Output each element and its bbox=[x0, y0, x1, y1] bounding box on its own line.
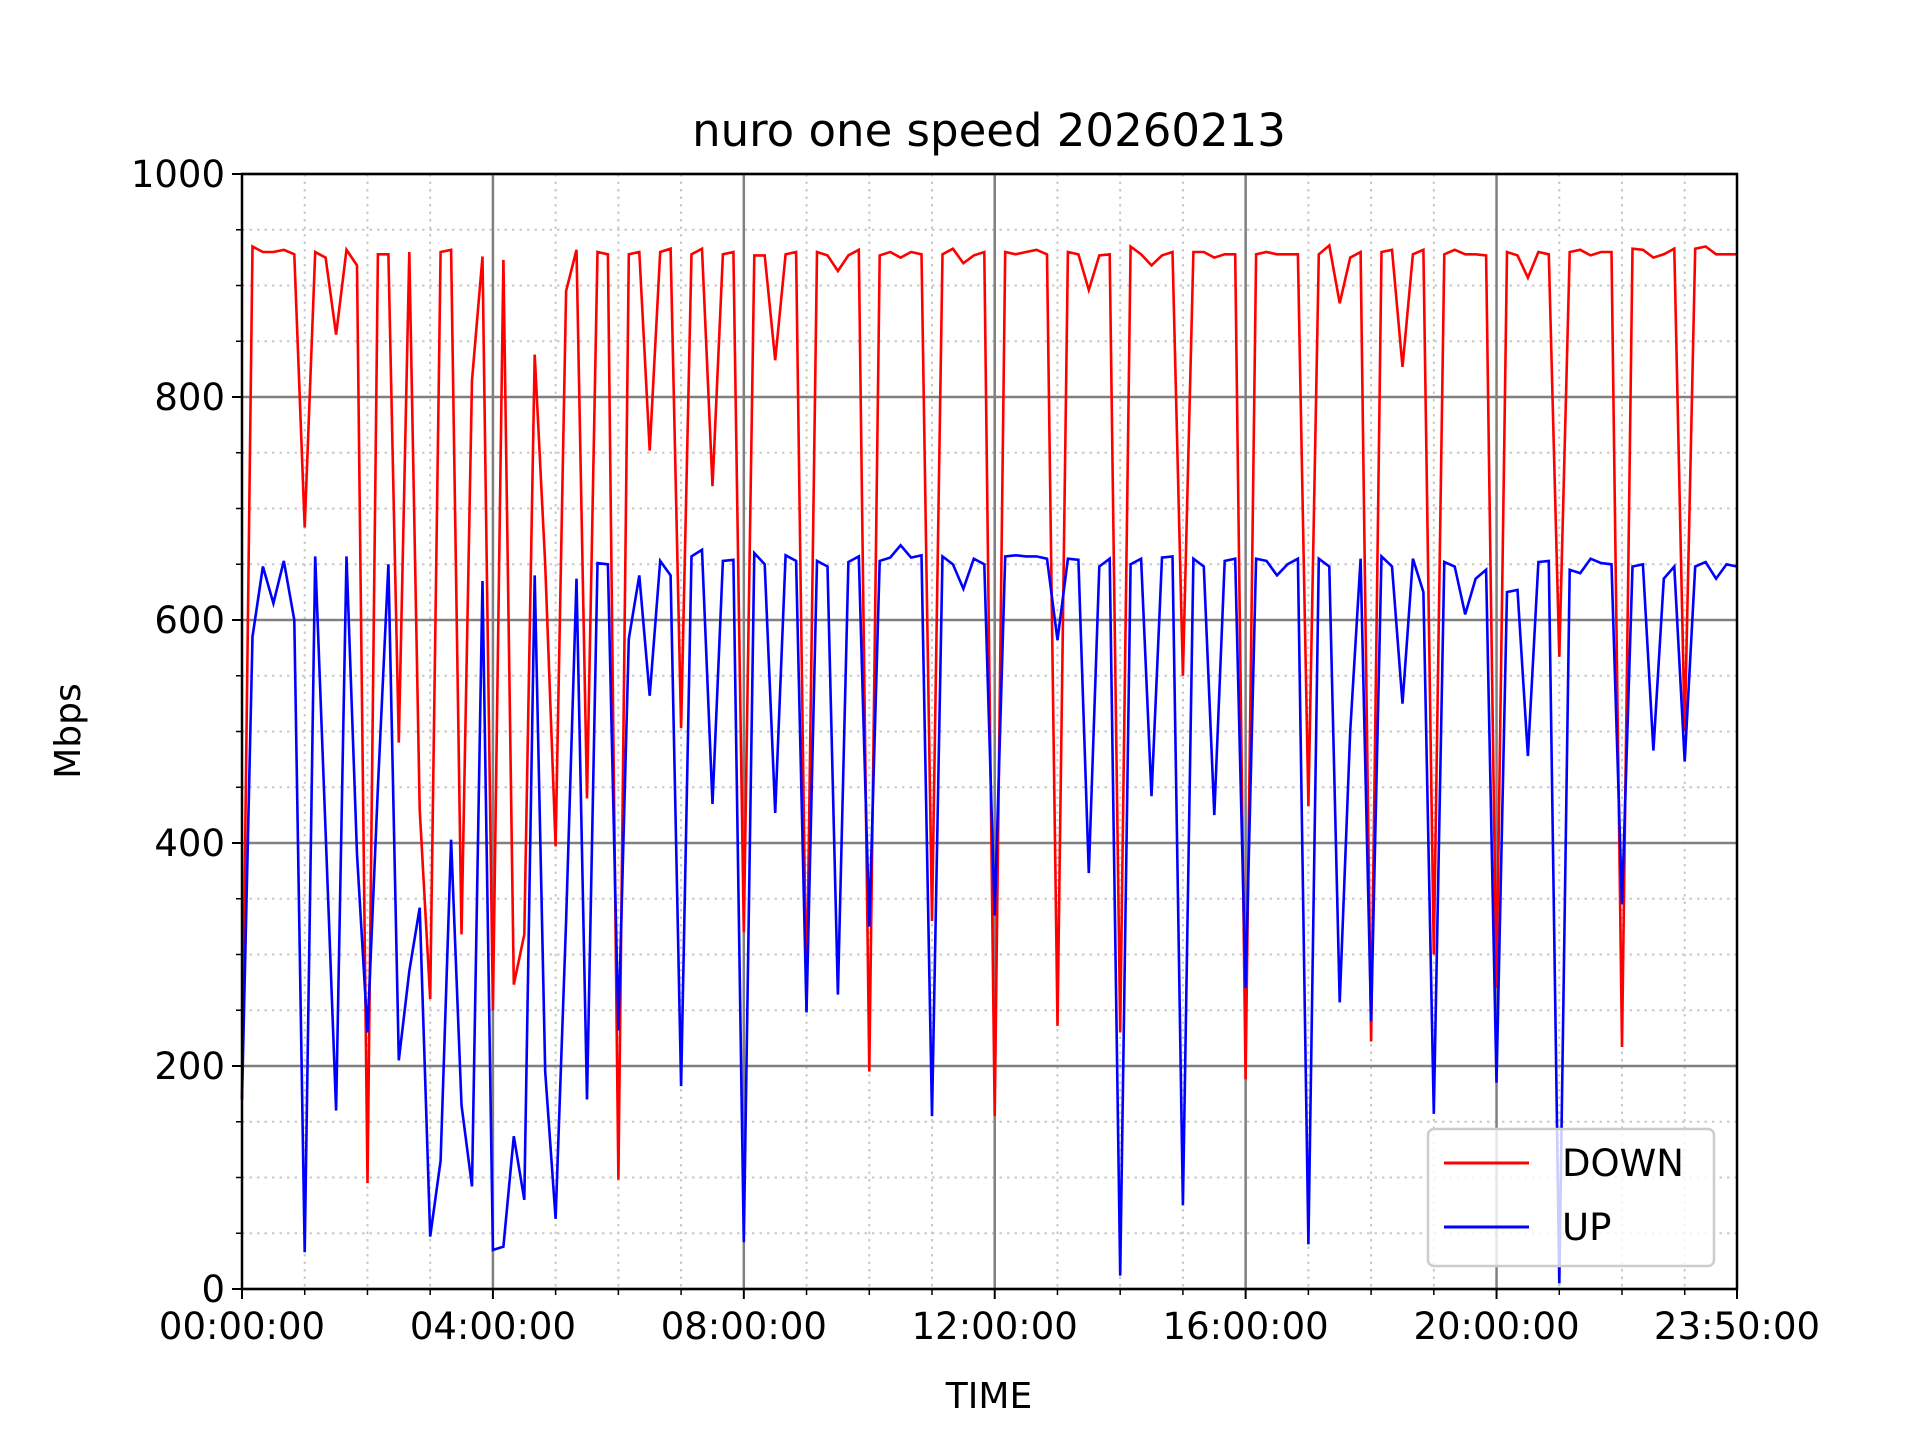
y-tick-label: 200 bbox=[154, 1045, 225, 1088]
legend-label-down: DOWN bbox=[1562, 1142, 1684, 1185]
minor-grid bbox=[242, 174, 1737, 1289]
chart-title: nuro one speed 20260213 bbox=[692, 104, 1286, 157]
y-tick-label: 1000 bbox=[131, 153, 225, 196]
legend-label-up: UP bbox=[1562, 1206, 1611, 1249]
y-axis-label: Mbps bbox=[48, 683, 89, 779]
x-tick-label: 08:00:00 bbox=[661, 1305, 827, 1348]
y-tick-label: 400 bbox=[154, 822, 225, 865]
x-tick-label: 12:00:00 bbox=[912, 1305, 1078, 1348]
axis-ticks: 0 200 400 600 800 1000 00:00:00 04:00:00 08:00:0… bbox=[131, 153, 1820, 1348]
x-tick-label: 04:00:00 bbox=[410, 1305, 576, 1348]
series-line-up bbox=[240, 543, 1738, 1284]
series-lines bbox=[240, 242, 1738, 1284]
x-axis-label: TIME bbox=[945, 1376, 1032, 1417]
x-tick-label: 20:00:00 bbox=[1413, 1305, 1579, 1348]
y-tick-label: 0 bbox=[201, 1268, 225, 1311]
series-line-down bbox=[240, 242, 1737, 1184]
y-tick-label: 600 bbox=[154, 599, 225, 642]
x-tick-label: 16:00:00 bbox=[1163, 1305, 1329, 1348]
legend: DOWN UP bbox=[1426, 1127, 1716, 1268]
x-tick-label: 00:00:00 bbox=[159, 1305, 325, 1348]
x-tick-label: 23:50:00 bbox=[1654, 1305, 1820, 1348]
y-tick-label: 800 bbox=[154, 376, 225, 419]
